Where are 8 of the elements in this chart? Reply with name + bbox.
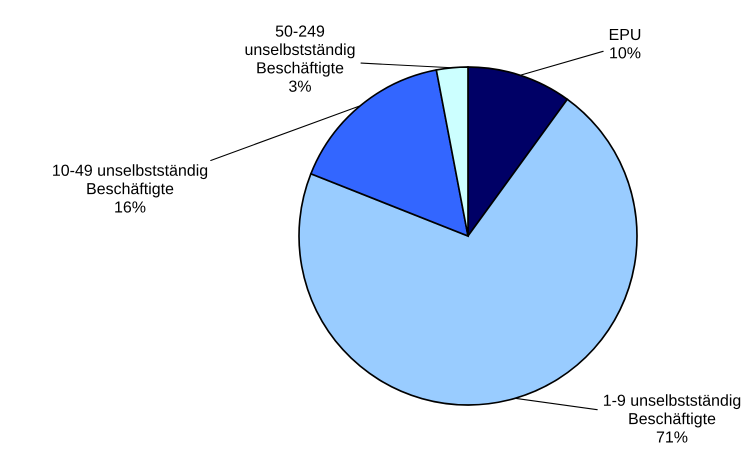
data-label: 16% <box>115 201 146 213</box>
data-label: 3% <box>289 80 311 92</box>
slice-label: EPU <box>610 28 640 40</box>
slice-label: 50-249 unselbstständig Beschäftigte <box>246 25 354 77</box>
data-label: 10% <box>610 47 640 58</box>
slice-label: 10-49 unselbstständig Beschäftigte <box>53 164 208 198</box>
data-label: 71% <box>656 431 688 443</box>
slice-label: 1-9 unselbstständig Beschäftigte <box>604 394 740 428</box>
